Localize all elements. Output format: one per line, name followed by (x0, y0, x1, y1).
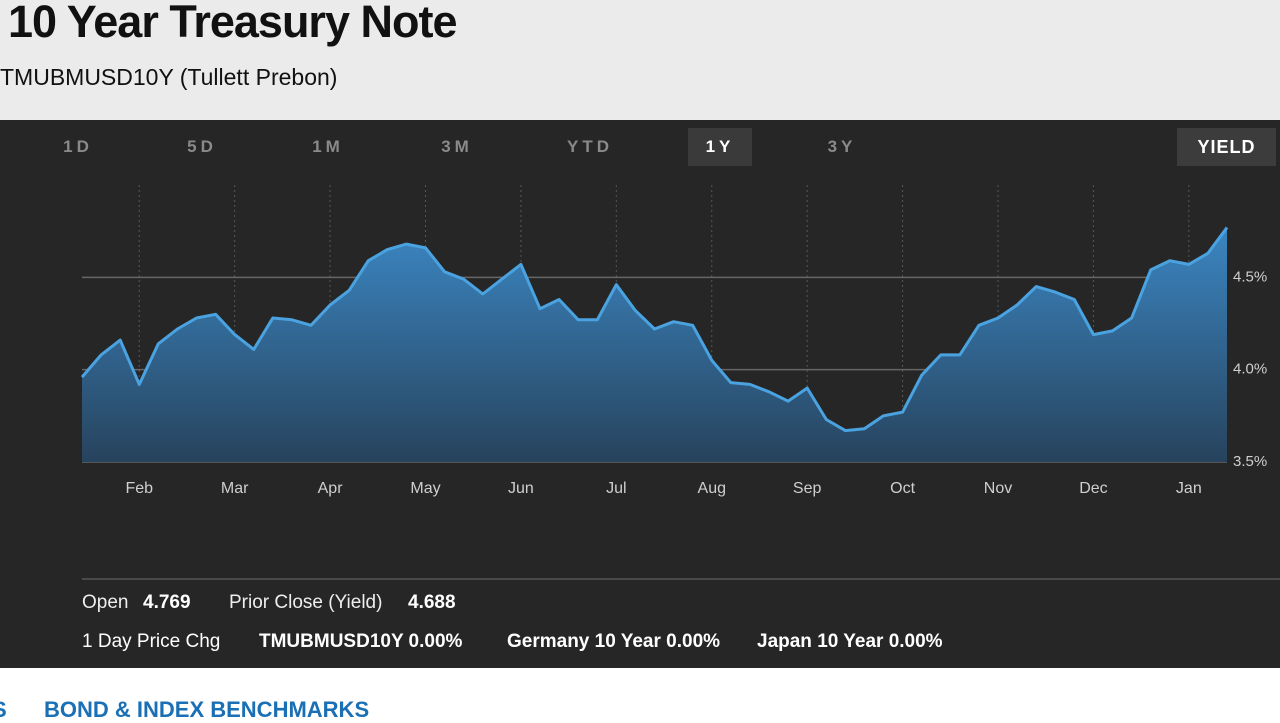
area (82, 227, 1227, 462)
stat-label: Prior Close (Yield) (229, 592, 383, 613)
y-tick-label: 3.5% (1233, 453, 1267, 470)
x-tick-label: Oct (890, 480, 915, 497)
x-tick-label: Mar (221, 480, 249, 497)
stat-value: 4.769 (143, 592, 191, 613)
x-tick-label: May (410, 480, 440, 497)
y-tick-label: 4.5% (1233, 268, 1267, 285)
subtitle: TMUBMUSD10Y (Tullett Prebon) (0, 64, 338, 90)
range-tab[interactable]: 5D (187, 137, 217, 156)
x-tick-label: Aug (698, 480, 726, 497)
price-change-item: TMUBMUSD10Y 0.00% (259, 631, 463, 652)
range-tab[interactable]: 1D (63, 137, 93, 156)
x-tick-label: Jun (508, 480, 534, 497)
x-tick-label: Apr (318, 480, 344, 497)
x-tick-label: Nov (984, 480, 1012, 497)
x-tick-label: Sep (793, 480, 822, 497)
y-tick-label: 4.0% (1233, 361, 1267, 378)
footer-link[interactable]: BOND & INDEX BENCHMARKS (44, 697, 370, 722)
yield-button[interactable]: YIELD (1177, 128, 1276, 166)
range-tab-selected[interactable]: 1Y (688, 128, 752, 166)
range-tab[interactable]: 1M (312, 137, 344, 156)
price-change-item: Japan 10 Year 0.00% (757, 631, 943, 652)
range-tab[interactable]: 3M (441, 137, 473, 156)
x-tick-label: Feb (125, 480, 153, 497)
line (80, 226, 1229, 433)
title: 10 Year Treasury Note (8, 0, 457, 47)
price-change-item: Germany 10 Year 0.00% (507, 631, 721, 652)
footer-link[interactable]: S (0, 697, 7, 723)
x-tick-label: Jan (1176, 480, 1202, 497)
x-tick-label: Jul (606, 480, 626, 497)
range-tab[interactable]: YTD (567, 137, 613, 156)
range-tab[interactable]: 3Y (827, 137, 857, 156)
x-tick-label: Dec (1079, 480, 1107, 497)
price-change-label: 1 Day Price Chg (82, 631, 221, 652)
header-band (0, 0, 1280, 120)
stat-value: 4.688 (408, 592, 456, 613)
stat-label: Open (82, 592, 129, 613)
